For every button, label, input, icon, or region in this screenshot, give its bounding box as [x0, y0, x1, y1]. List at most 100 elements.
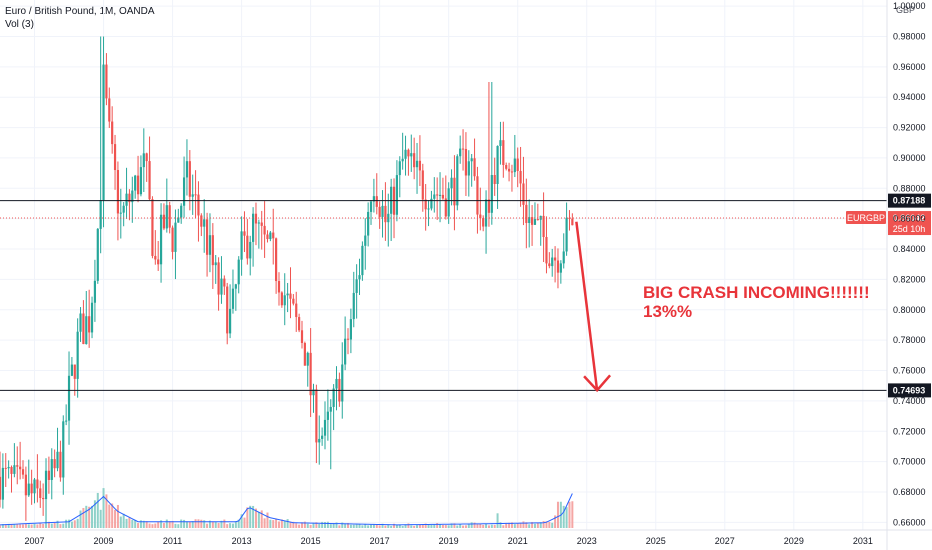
volume-bar: [154, 523, 157, 528]
volume-bar: [393, 523, 396, 528]
candle-body: [542, 215, 545, 238]
volume-indicator-label[interactable]: Vol (3): [5, 19, 34, 30]
candle-body: [280, 292, 283, 306]
price-tick-label: 0.86000: [893, 214, 926, 224]
volume-bar: [487, 525, 490, 528]
price-tick-label: 0.76000: [893, 366, 926, 376]
candle-body: [516, 158, 519, 171]
volume-bar: [289, 521, 292, 528]
volume-bar: [70, 521, 73, 528]
candle-body: [177, 217, 180, 223]
volume-bar: [177, 524, 180, 528]
candle-body: [56, 451, 59, 469]
volume-bar: [321, 521, 324, 528]
candle-body: [50, 459, 53, 480]
volume-bar: [324, 522, 327, 528]
volume-bar: [105, 494, 108, 528]
volume-bar: [332, 523, 335, 528]
candle-body: [507, 168, 511, 172]
candle-body: [298, 317, 301, 331]
volume-bar: [499, 522, 502, 528]
volume-bar: [407, 523, 410, 528]
volume-bar: [525, 522, 528, 528]
volume-bar: [4, 524, 7, 528]
volume-bar: [277, 521, 280, 528]
volume-bar: [459, 524, 462, 528]
volume-bar: [65, 519, 68, 528]
year-tick-label: 2009: [94, 536, 114, 546]
volume-bar: [240, 514, 243, 528]
candle-body: [263, 225, 266, 235]
candle-body: [470, 158, 473, 162]
candle-body: [211, 235, 214, 266]
volume-bar: [237, 519, 240, 528]
candle-body: [27, 483, 30, 496]
candle-body: [65, 420, 68, 422]
volume-bar: [298, 524, 301, 528]
volume-bar: [565, 507, 568, 528]
volume-bar: [556, 501, 559, 528]
volume-bar: [522, 521, 525, 528]
candle-body: [99, 200, 102, 229]
candle-body: [479, 214, 482, 219]
candle-body: [484, 199, 488, 227]
candle-body: [228, 308, 232, 334]
candle-body: [70, 364, 74, 376]
candle-body: [162, 214, 166, 229]
year-tick-label: 2027: [715, 536, 735, 546]
candle-body: [355, 279, 358, 293]
volume-bar: [68, 519, 71, 528]
candle-body: [565, 217, 568, 252]
volume-bar: [243, 517, 246, 528]
year-tick-label: 2029: [784, 536, 804, 546]
volume-bar: [254, 508, 257, 528]
candle-body: [62, 421, 65, 478]
volume-bar: [341, 522, 344, 528]
volume-bar: [165, 519, 168, 528]
volume-bar: [479, 523, 482, 528]
volume-bar: [358, 523, 361, 528]
volume-bar: [413, 525, 416, 528]
volume-bar: [142, 520, 145, 528]
candle-body: [344, 338, 347, 365]
candle-body: [4, 467, 7, 469]
volume-bar: [447, 525, 450, 528]
volume-bar: [1, 524, 4, 528]
volume-bar: [160, 520, 163, 528]
candle-body: [234, 284, 237, 289]
annotation-line-2: 13%%: [643, 302, 693, 321]
candle-body: [53, 459, 56, 469]
volume-bar: [145, 521, 148, 528]
candle-body: [142, 153, 145, 168]
volume-bar: [53, 522, 56, 528]
candle-body: [421, 170, 424, 200]
candle-body: [21, 469, 25, 475]
volume-bar: [476, 524, 479, 528]
volume-bar: [361, 525, 364, 528]
candle-body: [556, 260, 560, 273]
level-price-tag: [888, 383, 931, 398]
candle-body: [401, 158, 404, 162]
candle-body: [361, 245, 364, 276]
volume-bar: [508, 522, 511, 528]
volume-bar: [249, 505, 252, 528]
volume-bar: [542, 521, 545, 528]
candle-body: [438, 194, 442, 196]
volume-bar: [157, 521, 160, 528]
volume-bar: [545, 521, 548, 528]
volume-bar: [401, 525, 404, 528]
candle-body: [119, 212, 122, 214]
volume-bar: [568, 501, 571, 528]
volume-bar: [79, 510, 82, 528]
volume-bar: [485, 523, 488, 528]
volume-bar: [344, 523, 347, 528]
volume-bar: [280, 519, 283, 528]
volume-bar: [355, 523, 358, 528]
volume-bar: [404, 524, 407, 528]
volume-bar: [188, 521, 191, 528]
crash-arrow-shaft: [575, 221, 599, 391]
volume-bar: [292, 521, 295, 528]
candle-body: [36, 479, 39, 489]
candle-body: [174, 222, 177, 252]
